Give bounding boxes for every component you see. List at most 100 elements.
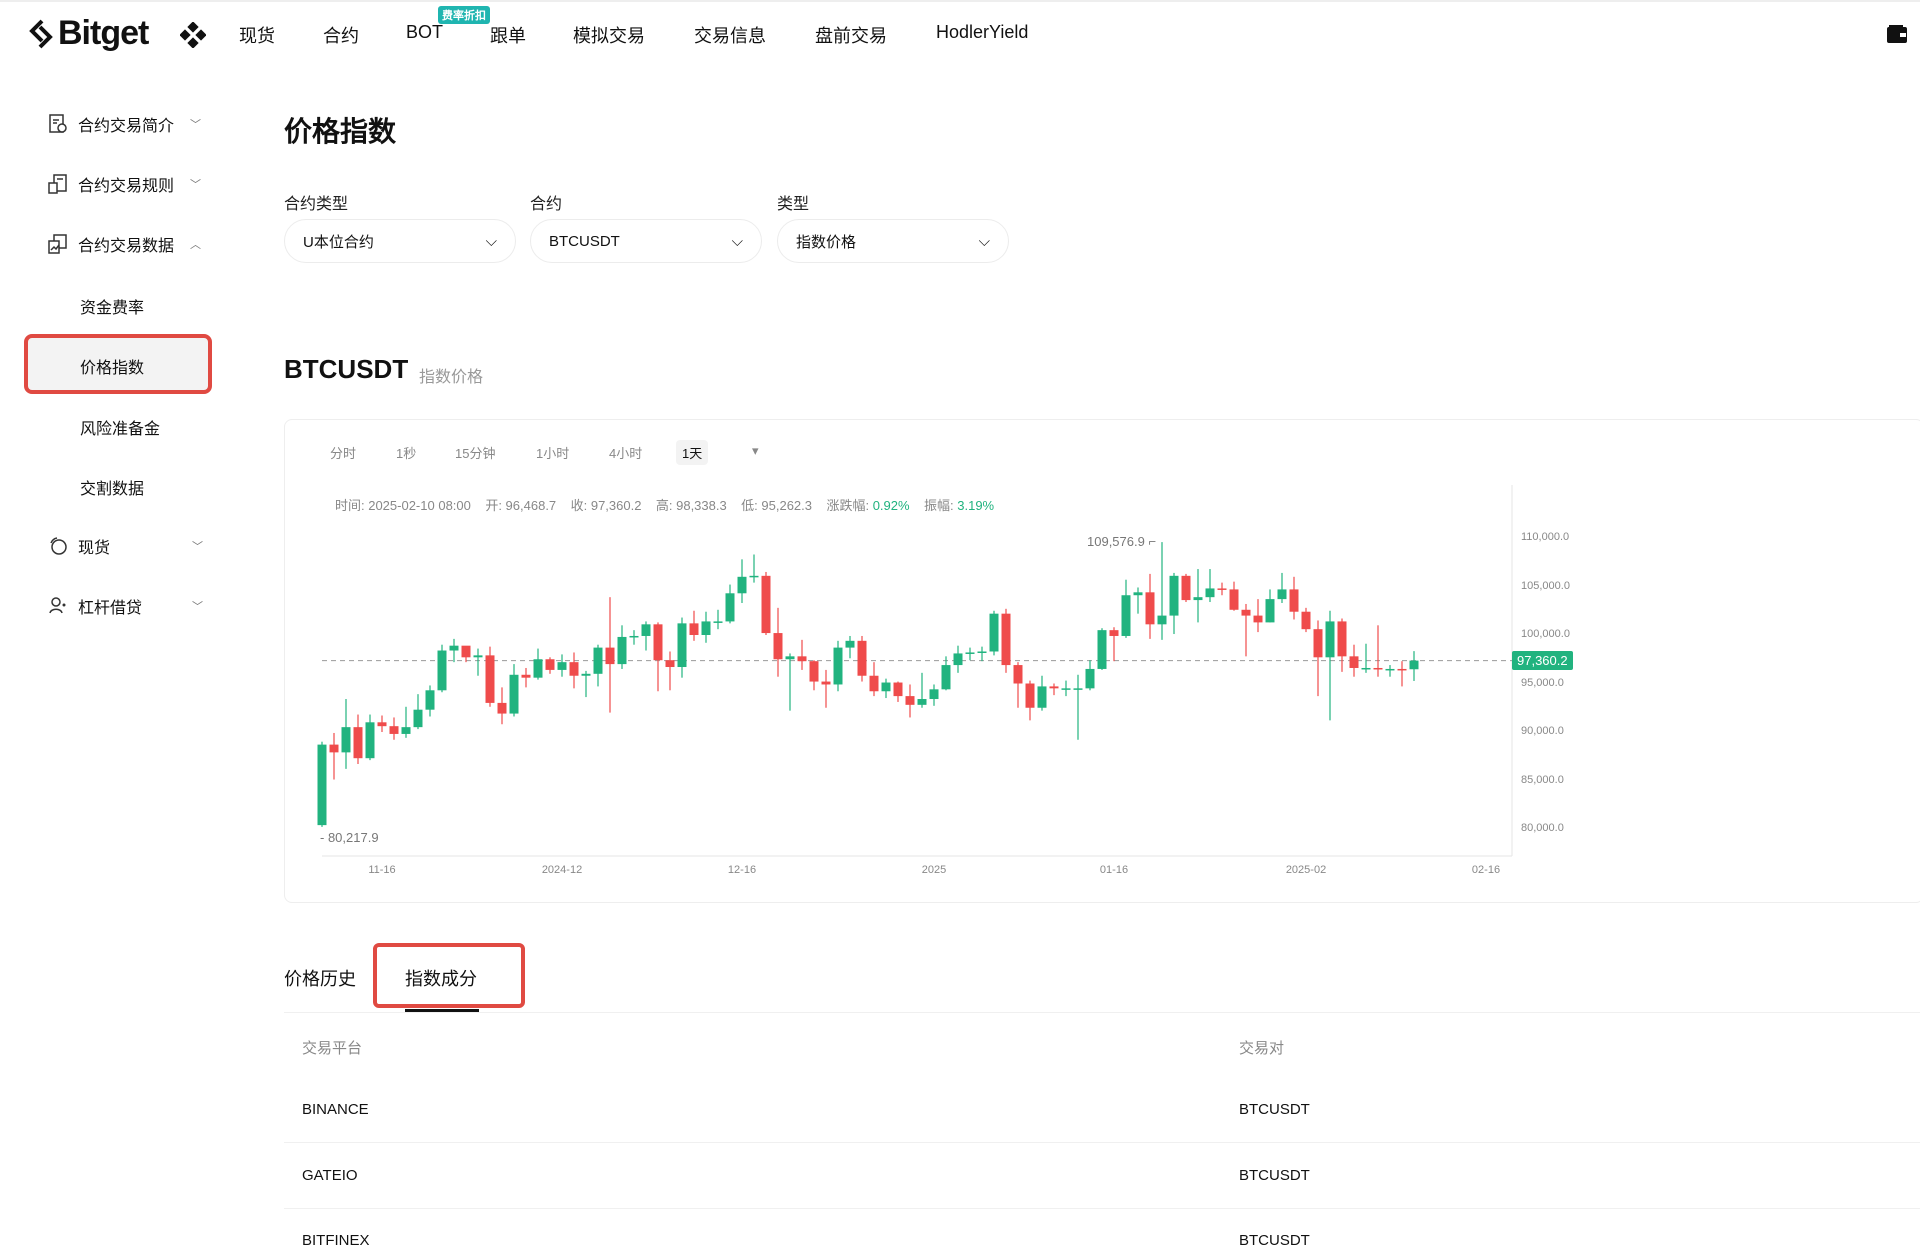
contract-type-label: 合约类型 [284,196,349,213]
table-row-divider [284,1142,1920,1143]
doc-clock-icon [49,114,67,133]
sidebar-item-label: 合约交易数据 [78,238,175,255]
nav-pre-market[interactable]: 盘前交易 [815,26,887,46]
ohlc-info-line: 时间: 2025-02-10 08:00 开: 96,468.7 收: 97,3… [335,495,994,514]
info-low: 低: 95,262.3 [741,498,812,513]
contract-type-select[interactable]: U本位合约 ⌵ [284,219,516,263]
select-value: BTCUSDT [549,232,620,250]
symbol-heading: BTCUSDT [284,354,409,384]
x-tick-label: 2024-12 [541,864,583,876]
chevron-down-icon: ﹀ [192,601,203,613]
nav-spot[interactable]: 现货 [239,26,275,46]
tab-index-components[interactable]: 指数成分 [405,969,477,989]
brand-name: Bitget [58,14,149,52]
table-cell-pair: BTCUSDT [1239,1232,1310,1249]
type-label: 类型 [777,196,810,213]
top-nav-bar: Bitget 现货 合约 BOT 费率折扣 跟单 模拟交易 交易信息 盘前交易 … [0,0,1920,66]
y-tick-label: 85,000.0 [1521,773,1564,786]
chevron-down-icon: ﹀ [190,119,202,131]
sidebar-item-label: 现货 [78,540,111,557]
x-tick-label: 2025 [921,864,947,876]
info-change-label: 涨跌幅: [826,498,873,513]
nav-copy-trading[interactable]: 跟单 [490,26,526,46]
nav-trading-info[interactable]: 交易信息 [694,26,766,46]
info-high: 高: 98,338.3 [655,498,727,513]
sidebar-item-label: 合约交易规则 [78,178,175,195]
info-amplitude-label: 振幅: [924,498,958,513]
y-tick-label: 110,000.0 [1521,531,1570,543]
sidebar-item-label: 合约交易简介 [78,118,175,135]
y-tick-label: 100,000.0 [1521,628,1570,640]
nav-demo-trading[interactable]: 模拟交易 [573,26,645,46]
table-cell-exchange: BITFINEX [302,1232,370,1249]
sidebar-item-contract-intro[interactable]: 合约交易简介 ﹀ [48,112,201,136]
nav-hodleryield[interactable]: HodlerYield [936,22,1029,42]
chart-data-icon [48,234,67,254]
chevron-up-icon: ︿ [190,239,202,251]
sidebar-item-label: 杠杆借贷 [78,600,143,617]
interval-1h[interactable]: 1小时 [536,446,570,461]
table-cell-pair: BTCUSDT [1239,1101,1310,1118]
chevron-down-icon: ⌵ [731,232,743,250]
max-price-label: 109,576.9 ⌐ [1087,534,1157,550]
y-tick-label: 80,000.0 [1521,822,1564,834]
interval-1d[interactable]: 1天 [676,440,709,465]
spot-icon [50,537,67,555]
chevron-down-icon: ﹀ [190,179,202,191]
type-select[interactable]: 指数价格 ⌵ [777,219,1009,263]
info-time: 时间: 2025-02-10 08:00 [335,498,471,513]
bitget-logo[interactable]: Bitget [28,14,149,53]
sidebar-item-margin-loan[interactable]: 杠杆借贷 ﹀ [48,594,203,618]
nav-futures[interactable]: 合约 [323,26,359,46]
wallet-icon[interactable] [1886,24,1908,44]
select-value: 指数价格 [796,233,857,251]
tab-price-history[interactable]: 价格历史 [284,969,356,989]
sidebar-item-contract-data[interactable]: 合约交易数据 ︿ [48,232,201,256]
table-header-pair: 交易对 [1239,1040,1285,1057]
symbol-subheading: 指数价格 [419,369,484,386]
last-price-tag: 97,360.2 [1512,650,1573,670]
interval-timeline[interactable]: 分时 [330,446,357,461]
chart-panel [284,419,1920,903]
nav-bot[interactable]: BOT [406,22,444,42]
info-close: 收: 97,360.2 [570,498,642,513]
chevron-down-icon: ﹀ [192,541,203,553]
info-amplitude: 3.19% [957,498,995,513]
apps-grid-icon[interactable] [180,22,206,48]
sidebar-sub-delivery-data[interactable]: 交割数据 [80,481,145,498]
page-title: 价格指数 [284,116,397,147]
sidebar-item-spot[interactable]: 现货 ﹀ [48,534,203,558]
info-open: 开: 96,468.7 [485,498,557,513]
x-tick-label: 12-16 [727,864,757,876]
margin-icon [49,597,66,614]
tab-highlight-annotation [373,943,525,1008]
interval-15m[interactable]: 15分钟 [455,446,496,461]
chevron-down-icon: ⌵ [978,232,990,250]
sidebar-item-contract-rules[interactable]: 合约交易规则 ﹀ [48,172,201,196]
sidebar-sub-price-index[interactable]: 价格指数 [80,360,145,377]
contract-select[interactable]: BTCUSDT ⌵ [530,219,762,263]
y-tick-label: 95,000.0 [1521,676,1564,689]
sidebar-sub-risk-reserve[interactable]: 风险准备金 [80,421,161,438]
interval-4h[interactable]: 4小时 [609,446,643,461]
contract-label: 合约 [530,196,563,213]
table-cell-exchange: BINANCE [302,1101,369,1118]
divider [284,1012,1920,1013]
sidebar-sub-funding-rate[interactable]: 资金费率 [80,300,145,317]
min-price-label: - 80,217.9 [320,829,379,845]
x-tick-label: 11-16 [368,864,396,876]
bot-discount-badge: 费率折扣 [438,6,490,24]
table-header-exchange: 交易平台 [302,1040,363,1057]
info-change: 0.92% [872,498,910,513]
table-row-divider [284,1208,1920,1209]
sidebar-highlight-annotation [24,334,212,394]
interval-1s[interactable]: 1秒 [396,446,417,461]
x-tick-label: 01-16 [1099,864,1129,876]
x-tick-label: 02-16 [1471,864,1501,876]
y-tick-label: 90,000.0 [1521,725,1564,737]
chevron-down-icon: ⌵ [485,232,497,250]
active-tab-underline [405,1009,479,1012]
table-cell-exchange: GATEIO [302,1167,358,1184]
interval-more-dropdown[interactable]: ▾ [752,443,759,458]
rules-icon [48,174,67,194]
